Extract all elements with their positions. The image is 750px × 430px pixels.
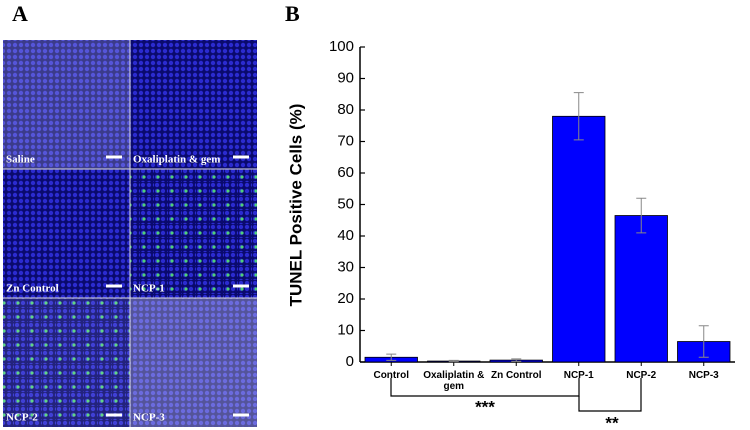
y-axis-title: TUNEL Positive Cells (%) bbox=[286, 104, 305, 307]
image-label: Saline bbox=[6, 154, 35, 166]
y-tick-label: 0 bbox=[346, 353, 354, 370]
image-label: NCP-2 bbox=[6, 412, 38, 424]
micrograph bbox=[130, 40, 257, 169]
y-tick-label: 100 bbox=[329, 38, 354, 55]
y-tick-label: 30 bbox=[337, 258, 354, 275]
micrograph bbox=[130, 298, 257, 427]
panel-label: B bbox=[285, 1, 300, 26]
y-tick-label: 60 bbox=[337, 164, 354, 181]
image-label: Zn Control bbox=[6, 283, 59, 295]
significance-label: *** bbox=[475, 397, 495, 416]
error-bar bbox=[511, 358, 522, 362]
micrograph bbox=[3, 298, 130, 427]
panel-label: A bbox=[12, 1, 28, 26]
image-label: NCP-3 bbox=[133, 412, 165, 424]
y-tick-label: 90 bbox=[337, 69, 354, 86]
y-tick-label: 70 bbox=[337, 132, 354, 149]
error-bar bbox=[448, 359, 459, 363]
bar bbox=[552, 115, 606, 363]
y-tick-label: 40 bbox=[337, 227, 354, 244]
y-tick-label: 50 bbox=[337, 195, 354, 212]
micrograph-grid: Saline Oxaliplatin & gem Zn Control NCP-… bbox=[3, 40, 257, 427]
bar bbox=[614, 215, 668, 363]
error-bar bbox=[698, 325, 709, 358]
x-tick-label: Zn Control bbox=[490, 370, 542, 381]
y-tick-label: 10 bbox=[337, 321, 354, 338]
significance-label: ** bbox=[605, 413, 619, 430]
micrograph bbox=[130, 169, 257, 298]
y-tick-label: 20 bbox=[337, 290, 354, 307]
x-tick-label: Oxaliplatin & gem bbox=[423, 370, 485, 392]
error-bar bbox=[386, 353, 397, 361]
image-label: NCP-1 bbox=[133, 283, 165, 295]
error-bar bbox=[636, 197, 647, 234]
micrograph bbox=[3, 40, 130, 169]
error-bar bbox=[573, 92, 584, 141]
significance-brackets bbox=[390, 378, 642, 412]
x-tick-label: Control bbox=[373, 370, 410, 381]
x-tick-label: NCP-3 bbox=[688, 370, 719, 381]
micrograph bbox=[3, 169, 130, 298]
x-tick-label: NCP-1 bbox=[563, 370, 594, 381]
y-tick-label: 80 bbox=[337, 101, 354, 118]
image-label: Oxaliplatin & gem bbox=[133, 154, 220, 166]
x-tick-label: NCP-2 bbox=[626, 370, 657, 381]
